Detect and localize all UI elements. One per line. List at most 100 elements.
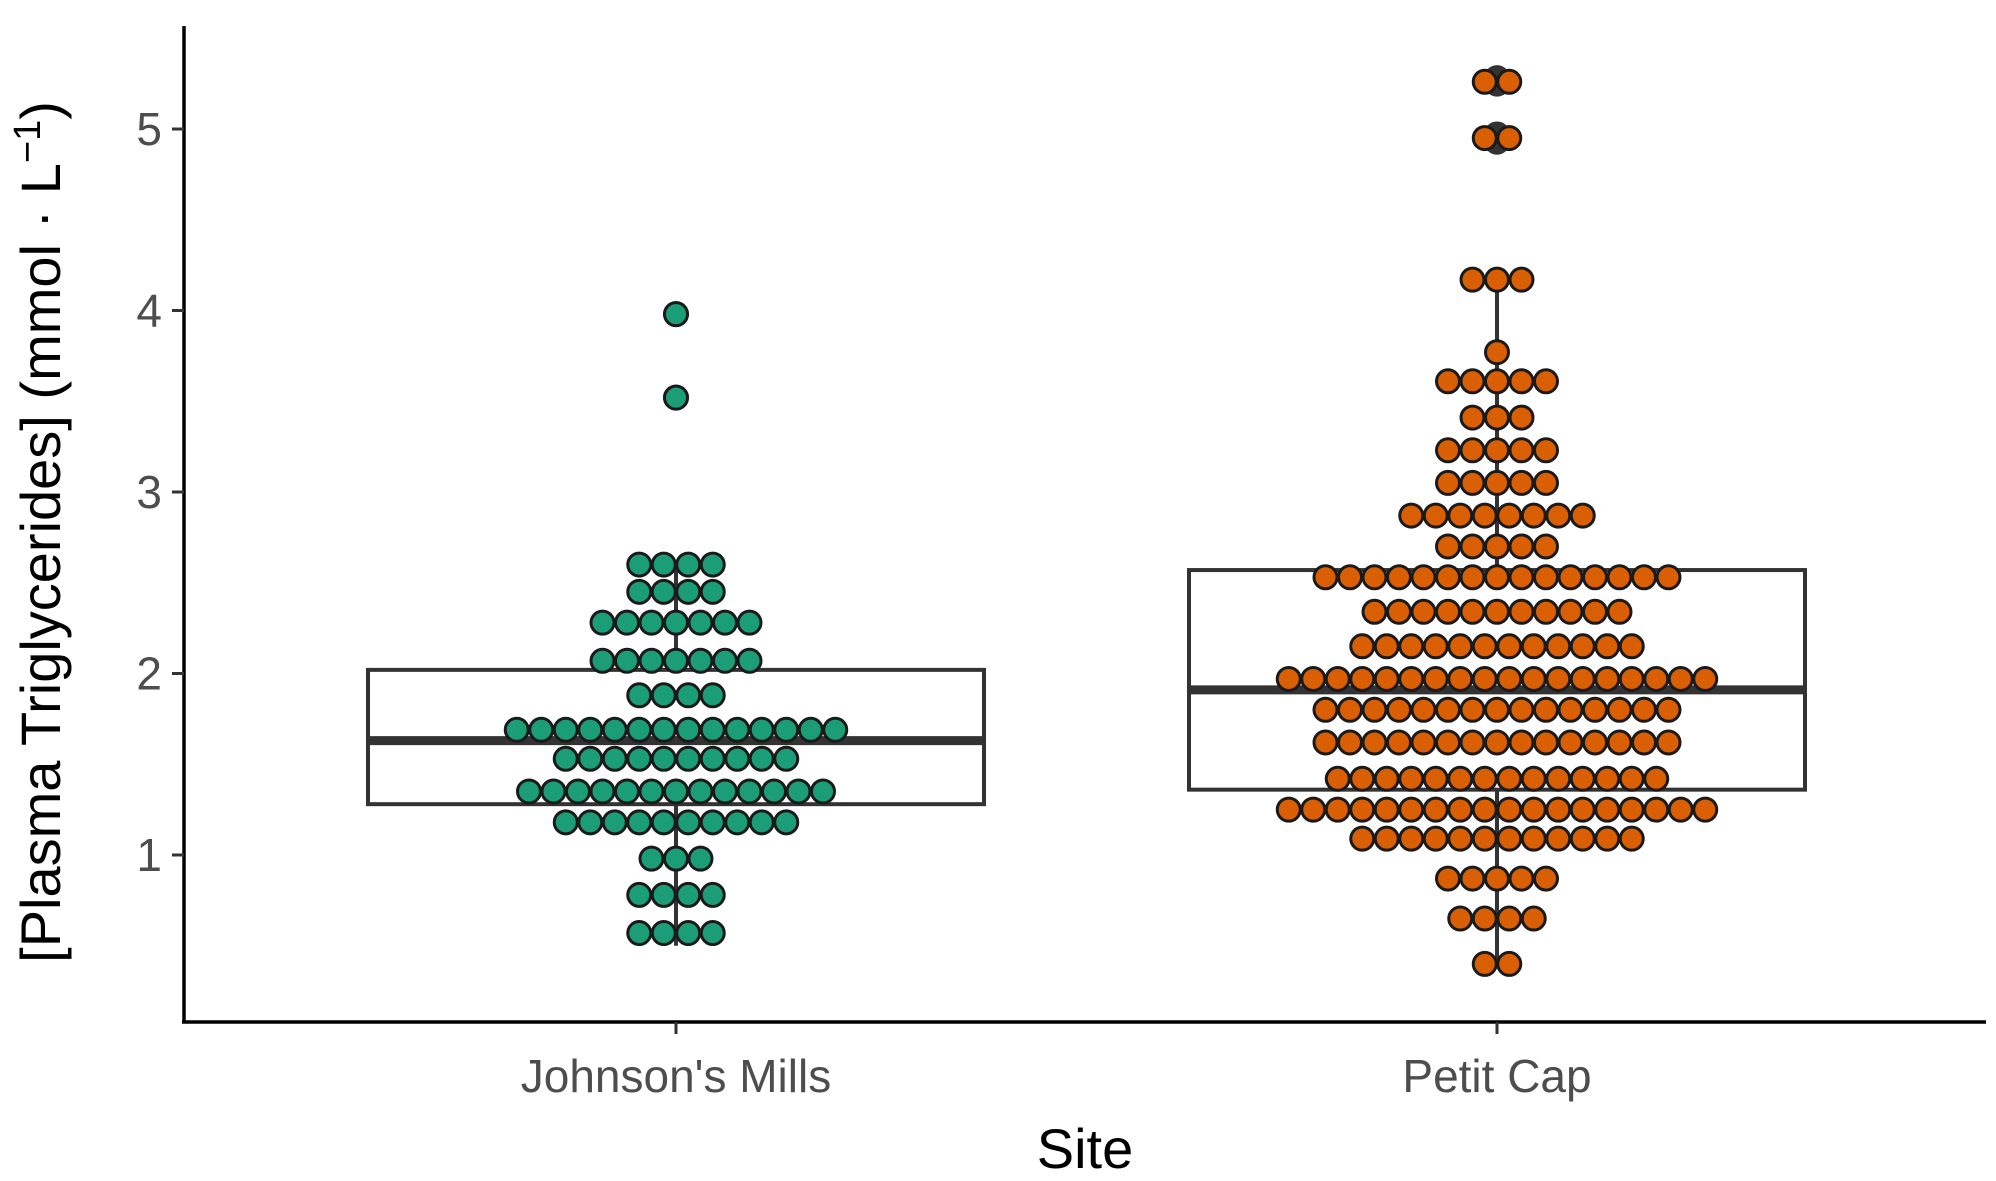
data-point bbox=[1618, 765, 1645, 792]
data-point bbox=[626, 745, 653, 772]
data-point bbox=[614, 778, 640, 805]
data-point bbox=[1484, 437, 1510, 464]
data-point bbox=[1496, 125, 1523, 152]
data-point bbox=[1337, 564, 1363, 591]
data-point bbox=[1447, 905, 1474, 932]
data-point bbox=[1643, 765, 1670, 792]
data-point bbox=[699, 745, 726, 772]
data-point bbox=[528, 716, 555, 743]
data-point bbox=[552, 716, 579, 743]
data-point bbox=[663, 778, 689, 805]
data-point bbox=[1533, 469, 1559, 496]
data-point bbox=[1275, 796, 1302, 823]
data-point bbox=[1447, 665, 1474, 692]
data-point bbox=[1312, 729, 1339, 756]
data-point bbox=[1361, 598, 1388, 625]
data-point bbox=[1422, 665, 1449, 692]
data-point bbox=[1471, 905, 1498, 932]
data-point bbox=[1520, 765, 1547, 792]
data-point bbox=[1569, 502, 1596, 529]
data-point bbox=[1435, 865, 1461, 892]
data-point bbox=[650, 745, 677, 772]
data-point bbox=[1582, 598, 1608, 625]
data-point bbox=[577, 809, 604, 836]
data-point bbox=[1459, 437, 1486, 464]
data-point bbox=[1471, 125, 1498, 152]
data-point bbox=[1520, 796, 1547, 823]
data-point bbox=[1533, 564, 1559, 591]
data-point bbox=[1545, 633, 1572, 660]
data-point bbox=[736, 647, 763, 674]
data-point bbox=[1447, 502, 1474, 529]
data-point bbox=[773, 809, 800, 836]
data-point bbox=[1496, 68, 1523, 95]
data-point bbox=[724, 716, 751, 743]
data-point bbox=[1484, 339, 1510, 366]
data-point bbox=[1484, 533, 1510, 560]
data-point bbox=[1582, 564, 1608, 591]
data-point bbox=[1606, 564, 1633, 591]
data-point bbox=[1373, 665, 1400, 692]
data-point bbox=[675, 551, 702, 578]
y-tick-label: 4 bbox=[136, 285, 162, 337]
data-point bbox=[1471, 796, 1498, 823]
data-point bbox=[699, 809, 726, 836]
data-point bbox=[1373, 765, 1400, 792]
data-point bbox=[650, 881, 677, 908]
data-point bbox=[1471, 950, 1498, 977]
data-point bbox=[687, 609, 714, 636]
data-point bbox=[1398, 765, 1425, 792]
data-point bbox=[1631, 564, 1657, 591]
data-point bbox=[1508, 533, 1535, 560]
x-tick-label: Johnson's Mills bbox=[521, 1050, 831, 1102]
data-point bbox=[1545, 825, 1572, 852]
data-point bbox=[1410, 598, 1437, 625]
data-point bbox=[675, 881, 702, 908]
data-point bbox=[1606, 729, 1633, 756]
y-tick-label: 2 bbox=[136, 648, 162, 700]
data-point bbox=[1520, 825, 1547, 852]
data-point bbox=[1361, 564, 1388, 591]
data-point bbox=[1459, 865, 1486, 892]
data-point bbox=[1557, 696, 1584, 723]
data-point bbox=[1655, 729, 1682, 756]
data-point bbox=[687, 845, 714, 872]
data-point bbox=[1459, 598, 1486, 625]
data-point bbox=[748, 745, 775, 772]
data-point bbox=[1533, 598, 1559, 625]
data-point bbox=[1459, 533, 1486, 560]
data-point bbox=[1312, 696, 1339, 723]
y-axis-title: [Plasma Triglycerides] (mmol · L−1) bbox=[7, 101, 72, 963]
data-point bbox=[1459, 368, 1486, 395]
data-point bbox=[1508, 469, 1535, 496]
data-point bbox=[1398, 502, 1425, 529]
data-point bbox=[1582, 729, 1608, 756]
data-point bbox=[626, 551, 653, 578]
data-point bbox=[1484, 729, 1510, 756]
data-point bbox=[785, 778, 812, 805]
data-point bbox=[614, 609, 640, 636]
data-point bbox=[1496, 950, 1523, 977]
y-tick-label: 3 bbox=[136, 466, 162, 518]
data-point bbox=[1569, 765, 1596, 792]
data-point bbox=[601, 745, 628, 772]
data-point bbox=[675, 682, 702, 709]
data-point bbox=[1533, 696, 1559, 723]
data-point bbox=[724, 809, 751, 836]
data-point bbox=[748, 809, 775, 836]
data-point bbox=[1557, 598, 1584, 625]
data-point bbox=[1508, 564, 1535, 591]
data-point bbox=[1410, 729, 1437, 756]
data-point bbox=[1386, 564, 1412, 591]
data-point bbox=[638, 778, 665, 805]
data-point bbox=[699, 920, 726, 947]
data-point bbox=[1569, 796, 1596, 823]
data-point bbox=[1435, 533, 1461, 560]
data-point bbox=[773, 745, 800, 772]
data-point bbox=[675, 578, 702, 605]
data-point bbox=[687, 647, 714, 674]
data-point bbox=[1410, 696, 1437, 723]
data-point bbox=[699, 578, 726, 605]
data-point bbox=[1349, 633, 1376, 660]
